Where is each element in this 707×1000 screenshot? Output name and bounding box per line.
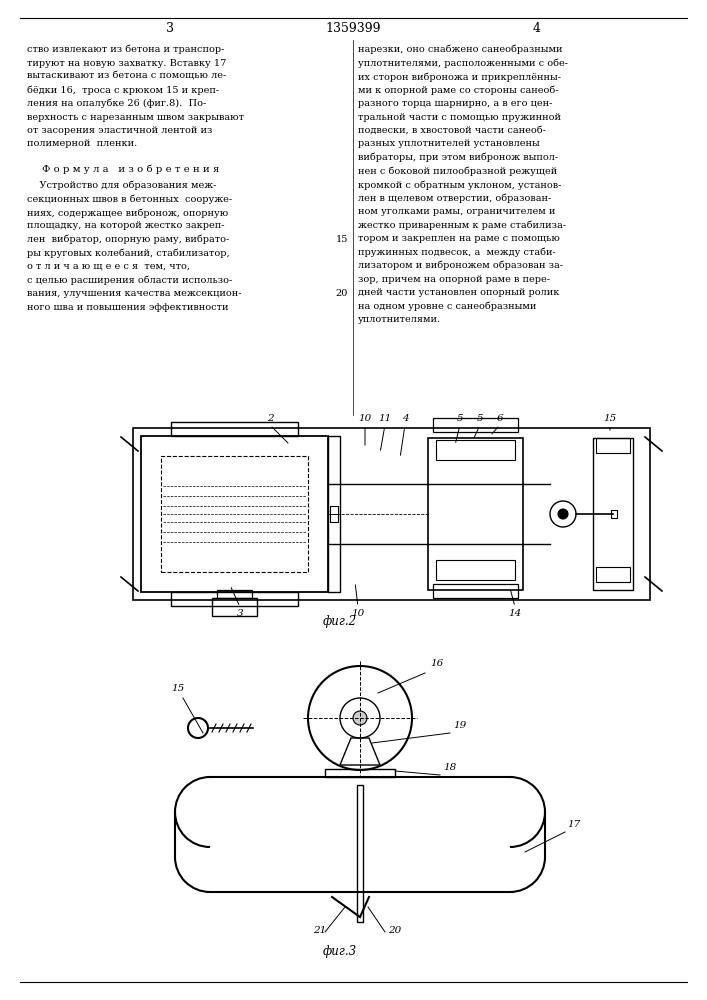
Text: 20: 20 (336, 289, 348, 298)
Text: 5: 5 (477, 414, 484, 423)
Text: нарезки, оно снабжено санеобразными: нарезки, оно снабжено санеобразными (358, 45, 563, 54)
Text: уплотнителями.: уплотнителями. (358, 315, 441, 324)
Bar (428, 438, 523, 590)
Text: лизатором и виброножем образован за-: лизатором и виброножем образован за- (358, 261, 563, 270)
Text: 4: 4 (533, 21, 541, 34)
Text: разного торца шарнирно, а в его цен-: разного торца шарнирно, а в его цен- (358, 99, 552, 108)
Text: ры круговых колебаний, стабилизатор,: ры круговых колебаний, стабилизатор, (27, 248, 230, 258)
Text: ного шва и повышения эффективности: ного шва и повышения эффективности (27, 302, 228, 312)
Text: от засорения эластичной лентой из: от засорения эластичной лентой из (27, 126, 212, 135)
Text: тором и закреплен на раме с помощью: тором и закреплен на раме с помощью (358, 234, 560, 243)
Text: вания, улучшения качества межсекцион-: вания, улучшения качества межсекцион- (27, 289, 242, 298)
Text: Устройство для образования меж-: Устройство для образования меж- (27, 181, 216, 190)
Text: тируют на новую захватку. Вставку 17: тируют на новую захватку. Вставку 17 (27, 58, 226, 68)
Bar (330, 506, 338, 522)
Bar (217, 590, 252, 598)
Text: дней части установлен опорный ролик: дней части установлен опорный ролик (358, 288, 559, 297)
Text: полимерной  пленки.: полимерной пленки. (27, 139, 137, 148)
Bar (436, 440, 515, 460)
Bar (171, 422, 298, 436)
Text: 17: 17 (567, 820, 580, 829)
Circle shape (353, 711, 367, 725)
Bar (212, 598, 257, 616)
Text: вибраторы, при этом вибронож выпол-: вибраторы, при этом вибронож выпол- (358, 153, 558, 162)
Text: 1359399: 1359399 (325, 21, 381, 34)
Bar (171, 592, 298, 606)
Text: лен  вибратор, опорную раму, вибрато-: лен вибратор, опорную раму, вибрато- (27, 235, 229, 244)
Text: на одном уровне с санеобразными: на одном уровне с санеобразными (358, 302, 537, 311)
Text: лен в щелевом отверстии, образован-: лен в щелевом отверстии, образован- (358, 194, 551, 203)
Bar (357, 785, 363, 922)
Text: разных уплотнителей установлены: разных уплотнителей установлены (358, 139, 539, 148)
Text: жестко приваренным к раме стабилиза-: жестко приваренным к раме стабилиза- (358, 221, 566, 230)
Text: подвески, в хвостовой части санеоб-: подвески, в хвостовой части санеоб- (358, 126, 546, 135)
Text: ство извлекают из бетона и транспор-: ство извлекают из бетона и транспор- (27, 45, 224, 54)
Bar (596, 567, 630, 582)
Bar (611, 510, 617, 518)
Text: ми к опорной раме со стороны санеоб-: ми к опорной раме со стороны санеоб- (358, 86, 559, 95)
Text: 21: 21 (313, 926, 327, 935)
Text: 2: 2 (267, 414, 274, 423)
Bar (141, 436, 328, 592)
Text: о т л и ч а ю щ е е с я  тем, что,: о т л и ч а ю щ е е с я тем, что, (27, 262, 190, 271)
Text: 20: 20 (388, 926, 402, 935)
Text: кромкой с обратным уклоном, установ-: кромкой с обратным уклоном, установ- (358, 180, 561, 190)
Text: 3: 3 (166, 21, 174, 34)
Text: 10: 10 (351, 609, 365, 618)
Text: Ф о р м у л а   и з о б р е т е н и я: Ф о р м у л а и з о б р е т е н и я (42, 165, 219, 174)
Text: зор, причем на опорной раме в пере-: зор, причем на опорной раме в пере- (358, 274, 550, 284)
Text: нен с боковой пилообразной режущей: нен с боковой пилообразной режущей (358, 166, 557, 176)
Text: ном уголками рамы, ограничителем и: ном уголками рамы, ограничителем и (358, 207, 556, 216)
Bar (433, 584, 518, 598)
Text: 15: 15 (603, 414, 617, 423)
Text: их сторон виброножа и прикреплённы-: их сторон виброножа и прикреплённы- (358, 72, 561, 82)
Text: 15: 15 (171, 684, 185, 693)
Text: 11: 11 (378, 414, 392, 423)
Text: 4: 4 (402, 414, 409, 423)
Bar (433, 418, 518, 432)
Bar (436, 560, 515, 580)
Text: 5: 5 (457, 414, 463, 423)
Bar (596, 438, 630, 453)
Bar (328, 436, 340, 592)
Text: уплотнителями, расположенными с обе-: уплотнителями, расположенными с обе- (358, 58, 568, 68)
Text: ниях, содержащее вибронож, опорную: ниях, содержащее вибронож, опорную (27, 208, 228, 218)
Text: 16: 16 (430, 659, 443, 668)
Text: фиг.2: фиг.2 (323, 615, 357, 629)
Text: секционных швов в бетонных  сооруже-: секционных швов в бетонных сооруже- (27, 194, 232, 204)
Text: 18: 18 (443, 763, 456, 772)
Text: тральной части с помощью пружинной: тральной части с помощью пружинной (358, 112, 561, 121)
Text: площадку, на которой жестко закреп-: площадку, на которой жестко закреп- (27, 222, 225, 231)
Text: с целью расширения области использо-: с целью расширения области использо- (27, 275, 233, 285)
Text: 14: 14 (508, 609, 522, 618)
Text: 10: 10 (358, 414, 372, 423)
Text: 3: 3 (237, 609, 243, 618)
Text: бёдки 16,  троса с крюком 15 и креп-: бёдки 16, троса с крюком 15 и креп- (27, 86, 219, 95)
Bar (161, 456, 308, 572)
Text: 6: 6 (497, 414, 503, 423)
Text: верхность с нарезанным швом закрывают: верхность с нарезанным швом закрывают (27, 112, 244, 121)
Circle shape (558, 509, 568, 519)
Text: вытаскивают из бетона с помощью ле-: вытаскивают из бетона с помощью ле- (27, 72, 226, 81)
Bar (593, 438, 633, 590)
Text: 15: 15 (336, 235, 348, 244)
Text: пружинных подвесок, а  между стаби-: пружинных подвесок, а между стаби- (358, 247, 556, 257)
Text: фиг.3: фиг.3 (323, 946, 357, 958)
Text: ления на опалубке 26 (фиг.8).  По-: ления на опалубке 26 (фиг.8). По- (27, 99, 206, 108)
Text: 19: 19 (453, 721, 466, 730)
Bar (325, 769, 395, 777)
Bar (133, 428, 650, 600)
